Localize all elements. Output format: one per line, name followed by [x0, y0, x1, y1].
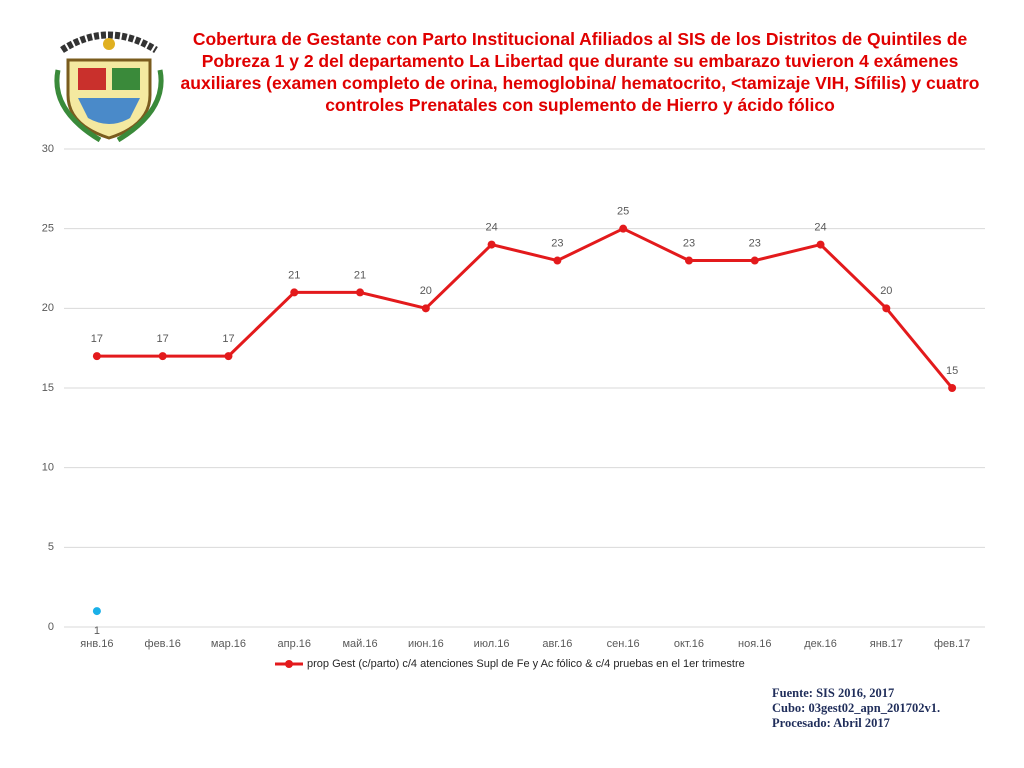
x-tick-label: янв.17	[870, 638, 903, 650]
data-label: 24	[814, 222, 826, 234]
data-label: 1	[94, 625, 100, 637]
data-label: 23	[683, 237, 695, 249]
source-line: Procesado: Abril 2017	[772, 716, 890, 730]
data-point	[356, 288, 365, 297]
data-label: 25	[617, 206, 629, 218]
data-label: 17	[91, 333, 103, 345]
x-tick-label: май.16	[342, 638, 377, 650]
data-label: 15	[946, 365, 958, 377]
x-tick-label: июл.16	[474, 638, 510, 650]
y-tick-label: 10	[42, 462, 54, 474]
x-tick-label: июн.16	[408, 638, 444, 650]
x-tick-label: дек.16	[804, 638, 837, 650]
data-label: 20	[420, 285, 432, 297]
data-point	[487, 240, 496, 249]
x-tick-label: фев.16	[145, 638, 181, 650]
chart-title: Cobertura de Gestante con Parto Instituc…	[180, 29, 980, 115]
x-tick-label: апр.16	[278, 638, 311, 650]
source-line: Fuente: SIS 2016, 2017	[772, 686, 895, 700]
x-tick-label: фев.17	[934, 638, 970, 650]
y-tick-label: 30	[42, 143, 54, 155]
legend-marker	[285, 660, 293, 668]
y-tick-label: 20	[42, 302, 54, 314]
data-point	[92, 352, 101, 361]
y-tick-label: 5	[48, 541, 54, 553]
x-tick-label: мар.16	[211, 638, 246, 650]
series-line	[96, 227, 954, 389]
source-note: Fuente: SIS 2016, 2017 Cubo: 03gest02_ap…	[772, 686, 940, 731]
x-tick-label: янв.16	[80, 638, 113, 650]
data-point	[421, 304, 430, 313]
logo	[54, 31, 164, 143]
data-label: 20	[880, 285, 892, 297]
data-label: 17	[157, 333, 169, 345]
data-point	[619, 224, 628, 233]
x-tick-label: сен.16	[607, 638, 640, 650]
data-label: 23	[551, 237, 563, 249]
data-label: 21	[354, 269, 366, 281]
x-tick-label: авг.16	[542, 638, 572, 650]
data-label: 23	[749, 237, 761, 249]
data-point	[553, 256, 562, 265]
data-point	[158, 352, 167, 361]
y-tick-label: 15	[42, 382, 54, 394]
data-point	[224, 352, 233, 361]
data-label: 21	[288, 269, 300, 281]
data-point	[948, 384, 957, 392]
data-point	[290, 288, 299, 297]
y-tick-label: 0	[48, 621, 54, 633]
x-tick-label: ноя.16	[738, 638, 771, 650]
data-label: 24	[485, 222, 497, 234]
data-label: 17	[222, 333, 234, 345]
x-tick-label: окт.16	[674, 638, 704, 650]
source-line: Cubo: 03gest02_apn_201702v1.	[772, 701, 941, 715]
data-point	[750, 256, 759, 265]
data-point	[684, 256, 693, 265]
y-tick-label: 25	[42, 223, 54, 235]
legend-label: prop Gest (c/parto) c/4 atenciones Supl …	[307, 658, 745, 670]
data-point	[92, 607, 101, 616]
data-point	[882, 304, 891, 313]
data-point	[816, 240, 825, 249]
